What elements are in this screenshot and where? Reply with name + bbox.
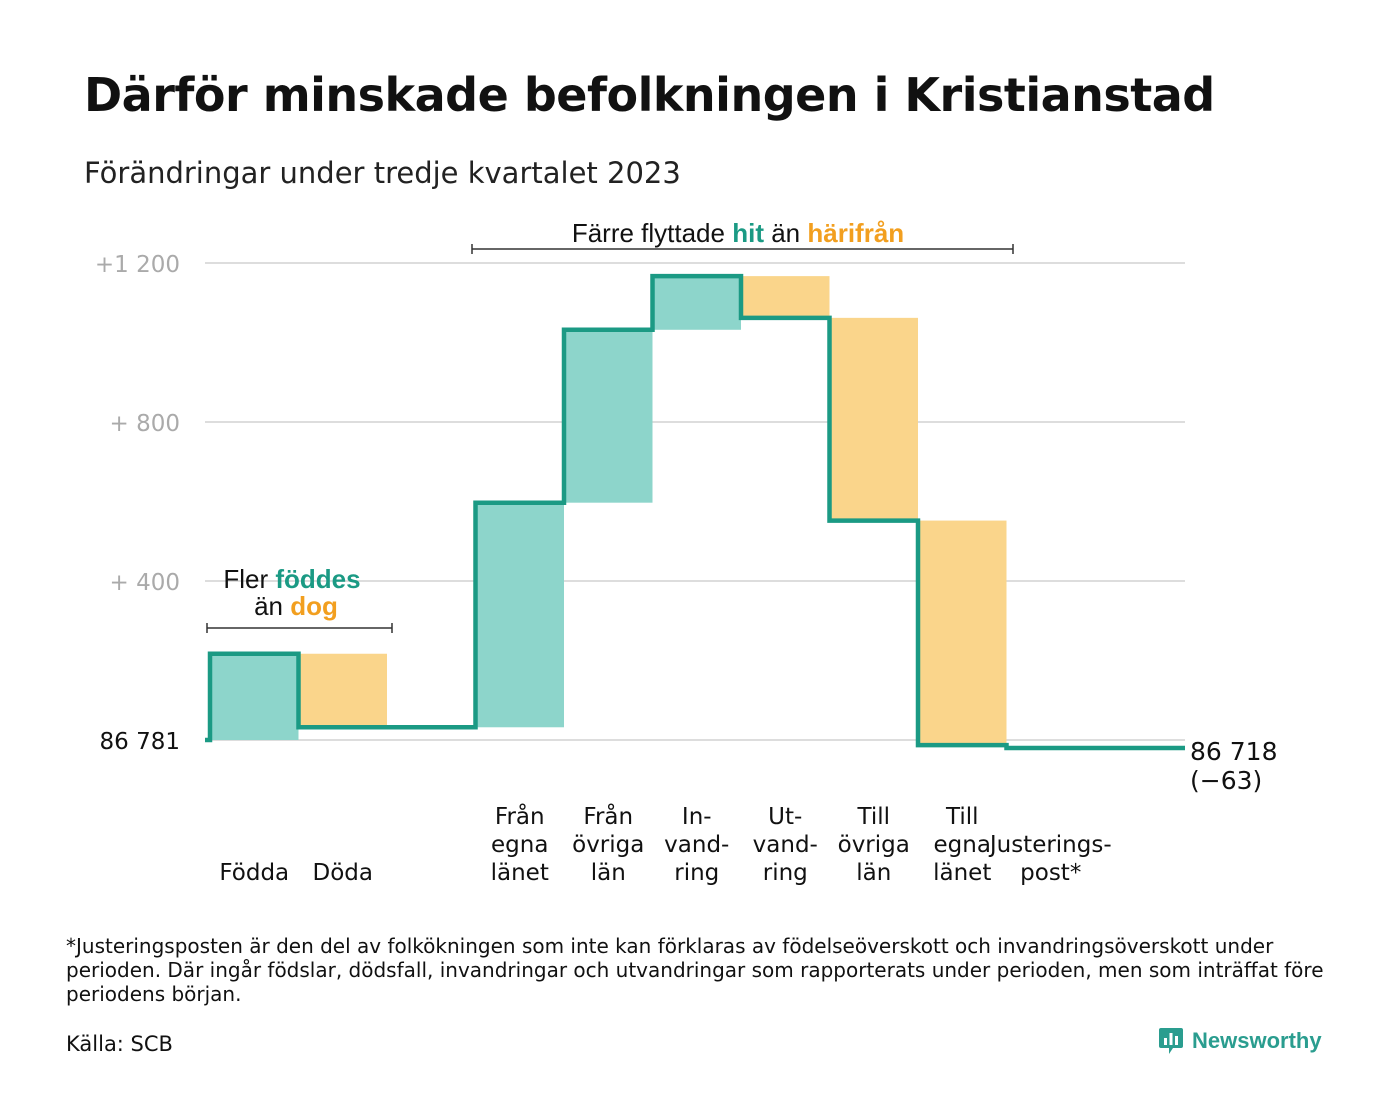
chart-title: Därför minskade befolkningen i Kristians… <box>84 68 1215 122</box>
increase-bar <box>564 329 653 503</box>
y-tick-label: +1 200 <box>95 252 180 278</box>
end-value-label: 86 718 <box>1190 737 1277 766</box>
y-tick-label: + 800 <box>110 411 180 437</box>
category-label: Från <box>495 802 545 830</box>
category-label: Födda <box>219 860 289 886</box>
newsworthy-bar-chart-icon <box>1159 1028 1183 1054</box>
births-annotation-line2: än dog <box>254 591 338 621</box>
category-label: ring <box>674 860 719 886</box>
brand-name: Newsworthy <box>1192 1028 1322 1053</box>
category-label: Justerings- <box>988 832 1112 858</box>
increase-bar <box>652 276 741 330</box>
births-bracket <box>206 623 393 633</box>
category-label: län <box>856 860 891 886</box>
births-annotation-line1: Fler föddes <box>223 564 360 594</box>
category-label: Från <box>583 802 633 830</box>
increase-bar <box>475 502 564 728</box>
chart-subtitle: Förändringar under tredje kvartalet 2023 <box>84 156 681 190</box>
category-label: Ut- <box>768 804 802 830</box>
step-line-layer <box>205 273 1185 751</box>
bars <box>210 276 1007 746</box>
category-label: Döda <box>313 860 373 886</box>
y-tick-label: 86 781 <box>100 729 180 755</box>
end-value-label: (−63) <box>1190 766 1262 795</box>
increase-bar <box>210 653 299 740</box>
decrease-bar <box>298 653 387 728</box>
category-label: övriga <box>838 832 910 858</box>
source-label: Källa: SCB <box>66 1032 173 1056</box>
category-label: egna <box>934 832 991 858</box>
category-label: post* <box>1020 860 1081 886</box>
y-tick-label: + 400 <box>110 570 180 596</box>
category-label: ring <box>763 860 808 886</box>
category-label: vand- <box>753 832 818 858</box>
category-label: Till <box>945 804 979 830</box>
category-label: övriga <box>572 832 644 858</box>
brand-logo: Newsworthy <box>1158 1026 1322 1056</box>
migration-bracket <box>471 244 1014 254</box>
decrease-bar <box>918 520 1007 746</box>
category-label: vand- <box>664 832 729 858</box>
decrease-bar <box>741 276 830 318</box>
decrease-bar <box>829 317 918 521</box>
category-label: In- <box>682 804 712 830</box>
category-label: län <box>591 860 626 886</box>
footnote: *Justeringsposten är den del av folkökni… <box>66 934 1324 1006</box>
category-label: Till <box>856 804 890 830</box>
category-label: egna <box>491 832 548 858</box>
gridlines <box>205 262 1185 741</box>
cumulative-step-line <box>205 273 1185 751</box>
category-label: länet <box>491 860 549 886</box>
migration-annotation: Färre flyttade hit än härifrån <box>572 218 904 248</box>
category-label: länet <box>933 860 991 886</box>
